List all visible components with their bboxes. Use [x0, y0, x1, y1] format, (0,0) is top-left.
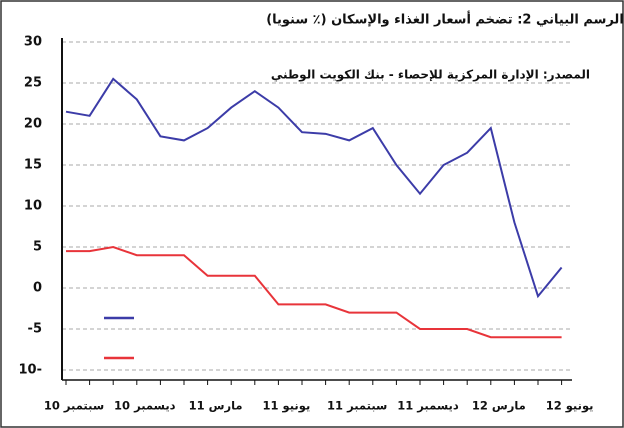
y-tick-label: 30	[24, 35, 42, 50]
x-tick-label: مارس 11	[189, 399, 243, 413]
y-tick-label: 0	[33, 281, 42, 296]
y-tick-label: -5	[28, 322, 42, 337]
chart-title: الرسم البياني 2: تضخم أسعار الغذاء والإس…	[266, 11, 624, 28]
x-tick-label: يونيو 11	[263, 399, 311, 414]
x-tick-label: ديسمبر 10	[114, 399, 176, 413]
annotation: المصدر: الإدارة المركزية للإحصاء - بنك ا…	[271, 68, 590, 83]
x-tick-label: يونيو 12	[546, 399, 594, 414]
x-tick-label: ديسمبر 11	[397, 399, 459, 413]
x-tick-label: سبتمبر 10	[44, 399, 104, 413]
x-tick-label: مارس 12	[472, 399, 526, 413]
y-tick-label: 5	[33, 240, 42, 255]
y-tick-label: 25	[24, 76, 42, 91]
x-tick-label: سبتمبر 11	[327, 399, 387, 413]
series-line	[65, 77, 563, 299]
y-tick-label: 10-	[19, 363, 43, 378]
y-tick-label: 15	[24, 158, 42, 173]
series-line	[66, 245, 562, 339]
y-tick-label: 20	[24, 117, 42, 132]
y-tick-label: 10	[24, 199, 42, 214]
